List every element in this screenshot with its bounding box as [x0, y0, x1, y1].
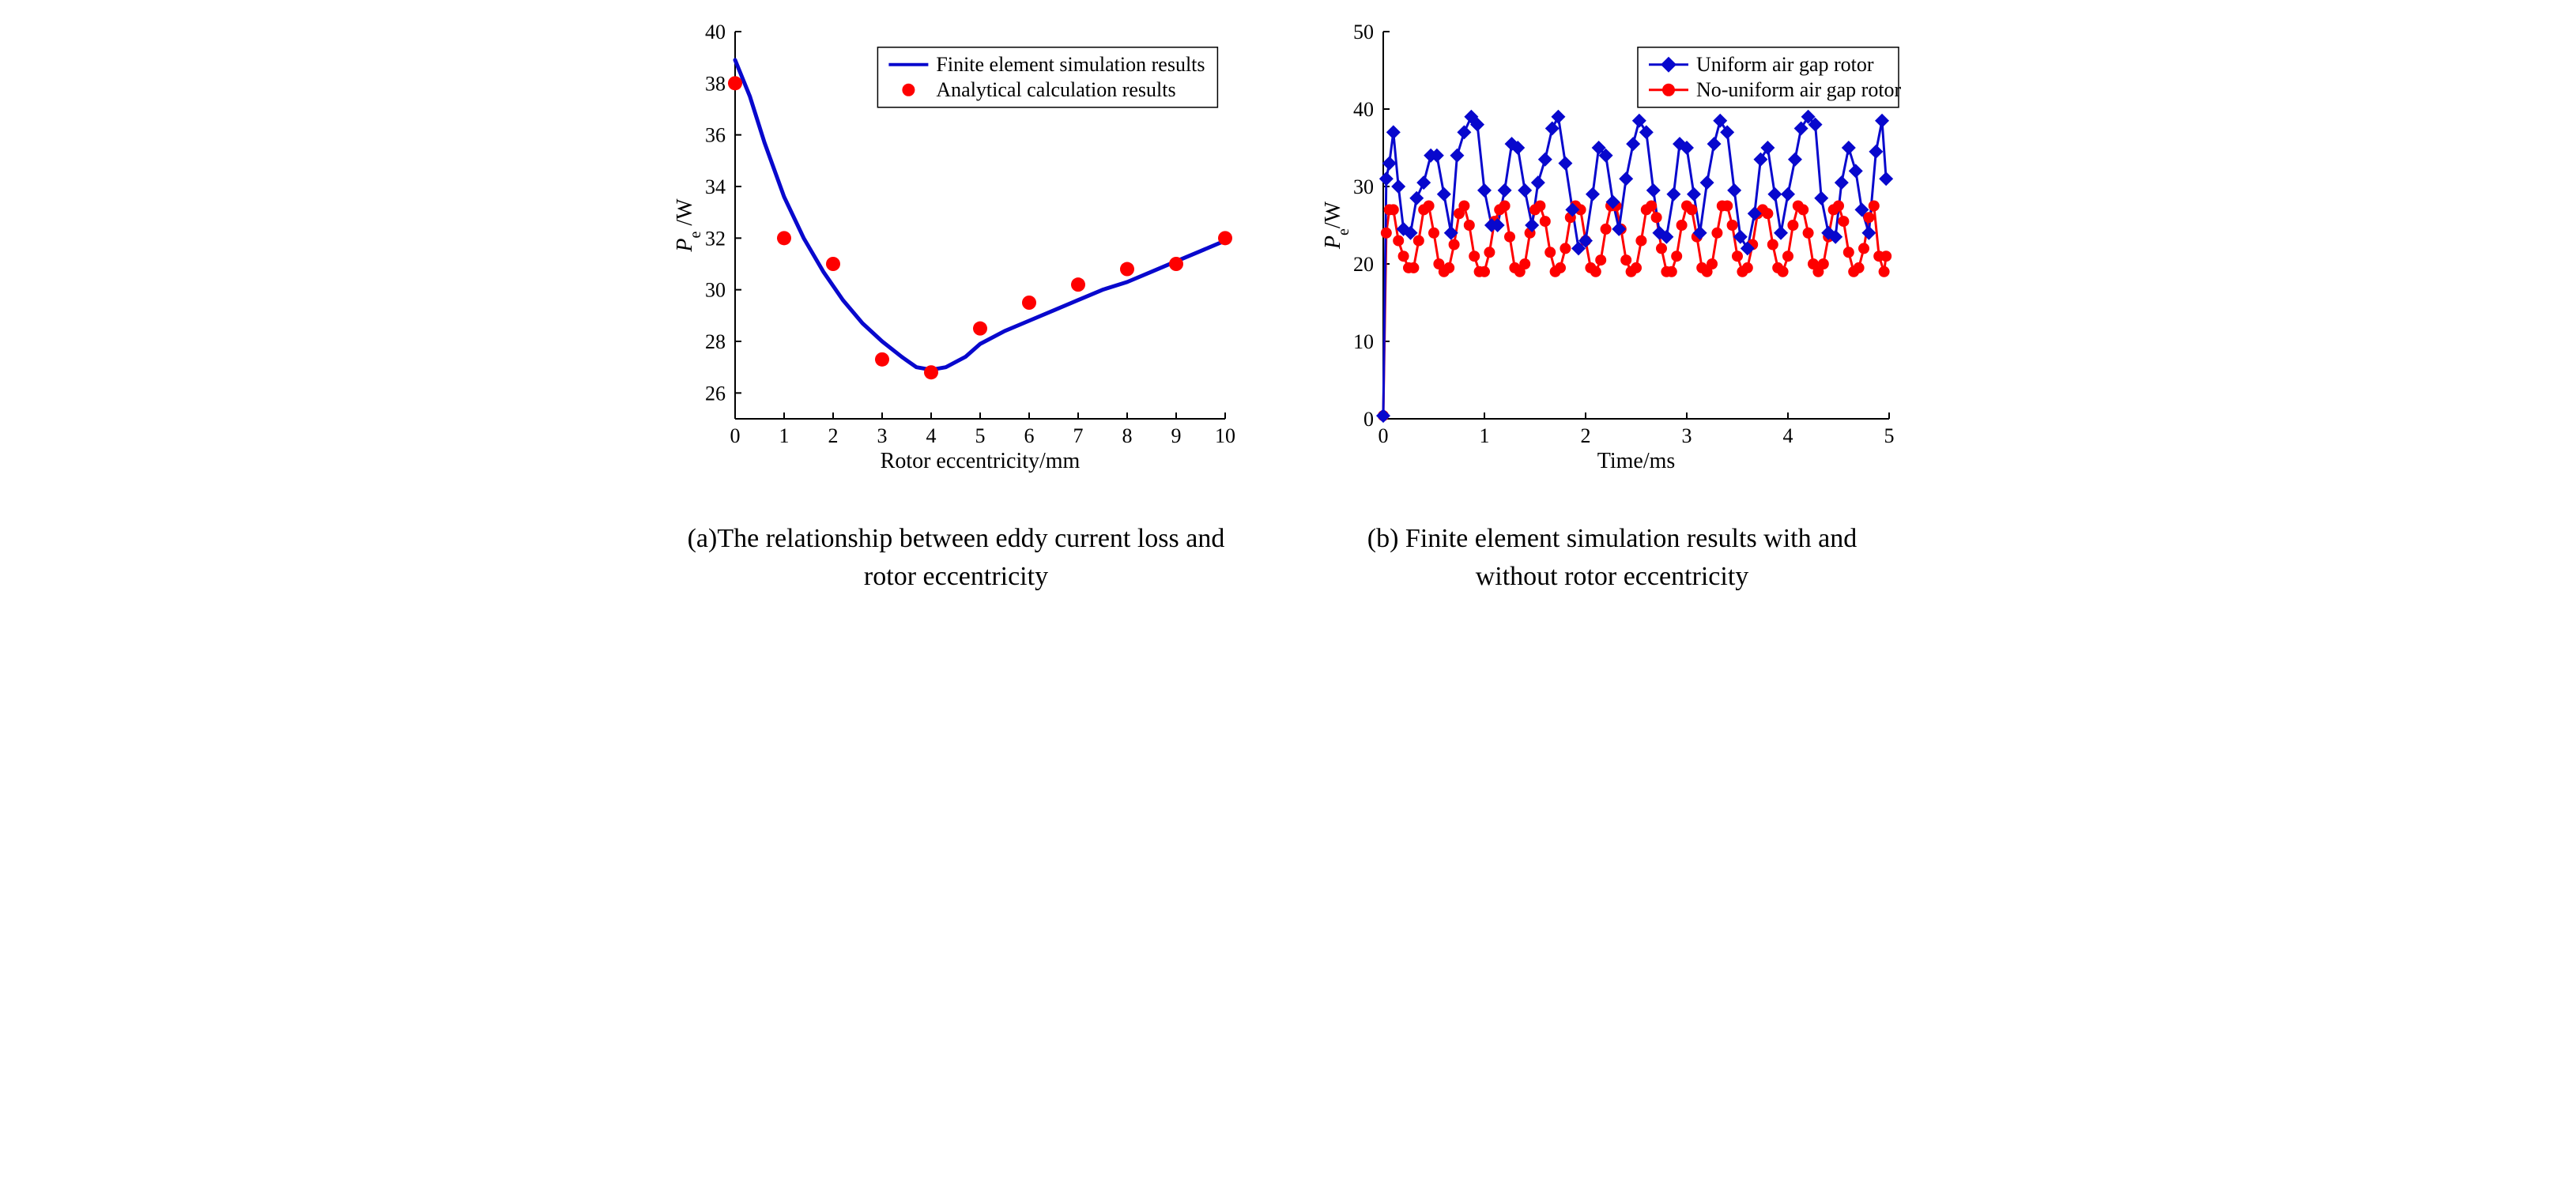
svg-text:No-uniform air gap rotor: No-uniform air gap rotor — [1696, 78, 1902, 101]
svg-text:5: 5 — [1884, 424, 1894, 447]
svg-text:3: 3 — [877, 424, 887, 447]
svg-text:6: 6 — [1024, 424, 1034, 447]
chart-b-svg: 01234501020304050Time/msPe/WUniform air … — [1320, 16, 1905, 506]
svg-text:2: 2 — [828, 424, 838, 447]
svg-text:Uniform air gap rotor: Uniform air gap rotor — [1696, 53, 1874, 76]
panel-a: 0123456789102628303234363840Rotor eccent… — [672, 16, 1241, 595]
svg-text:5: 5 — [975, 424, 985, 447]
svg-text:4: 4 — [926, 424, 936, 447]
svg-text:10: 10 — [1353, 330, 1374, 353]
svg-text:50: 50 — [1353, 21, 1374, 43]
svg-text:40: 40 — [705, 21, 726, 43]
svg-text:20: 20 — [1353, 253, 1374, 276]
svg-text:7: 7 — [1073, 424, 1083, 447]
svg-text:Pe/W: Pe/W — [1321, 201, 1352, 250]
chart-b-wrap: 01234501020304050Time/msPe/WUniform air … — [1320, 16, 1905, 506]
svg-text:38: 38 — [705, 72, 726, 95]
svg-text:Pe /W: Pe /W — [673, 198, 704, 253]
svg-text:8: 8 — [1122, 424, 1132, 447]
svg-text:40: 40 — [1353, 98, 1374, 121]
figure-container: 0123456789102628303234363840Rotor eccent… — [16, 16, 2560, 595]
chart-a-svg: 0123456789102628303234363840Rotor eccent… — [672, 16, 1241, 506]
svg-text:36: 36 — [705, 124, 726, 147]
svg-text:0: 0 — [730, 424, 740, 447]
svg-text:10: 10 — [1215, 424, 1235, 447]
svg-text:30: 30 — [1353, 175, 1374, 198]
svg-text:9: 9 — [1171, 424, 1181, 447]
svg-text:3: 3 — [1681, 424, 1692, 447]
caption-a: (a)The relationship between eddy current… — [680, 520, 1233, 595]
svg-text:28: 28 — [705, 330, 726, 353]
svg-text:Time/ms: Time/ms — [1597, 449, 1675, 473]
caption-b: (b) Finite element simulation results wi… — [1336, 520, 1889, 595]
svg-text:32: 32 — [705, 227, 726, 250]
svg-text:2: 2 — [1580, 424, 1590, 447]
svg-text:Rotor eccentricity/mm: Rotor eccentricity/mm — [880, 449, 1080, 473]
svg-text:1: 1 — [779, 424, 789, 447]
panel-b: 01234501020304050Time/msPe/WUniform air … — [1320, 16, 1905, 595]
svg-text:26: 26 — [705, 382, 726, 405]
svg-text:Analytical calculation results: Analytical calculation results — [936, 78, 1175, 101]
svg-text:1: 1 — [1479, 424, 1489, 447]
svg-text:0: 0 — [1378, 424, 1388, 447]
svg-text:30: 30 — [705, 279, 726, 302]
svg-text:Finite element simulation resu: Finite element simulation results — [936, 53, 1205, 76]
svg-text:34: 34 — [705, 175, 726, 198]
svg-text:4: 4 — [1782, 424, 1793, 447]
chart-a-wrap: 0123456789102628303234363840Rotor eccent… — [672, 16, 1241, 506]
svg-text:0: 0 — [1363, 408, 1374, 431]
